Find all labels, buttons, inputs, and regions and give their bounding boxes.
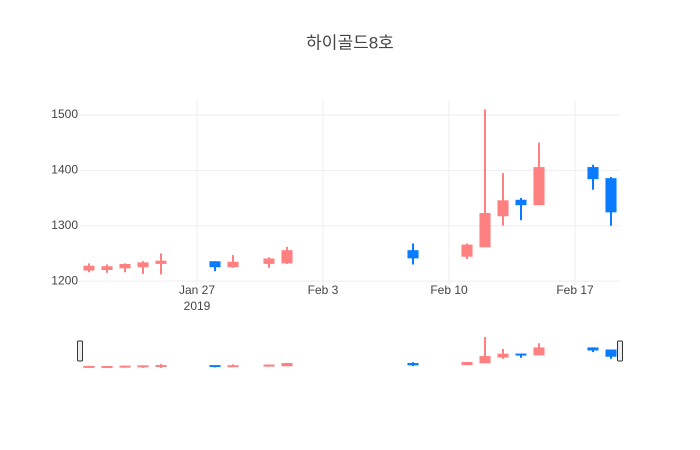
slider-candle-body bbox=[227, 365, 239, 368]
x-tick-label: Jan 27 bbox=[179, 283, 215, 297]
candle-body bbox=[515, 199, 527, 206]
slider-candle-body bbox=[263, 364, 275, 367]
candle-body bbox=[605, 178, 617, 213]
candle-body bbox=[497, 200, 509, 217]
candle-body bbox=[83, 265, 95, 271]
candle-body bbox=[479, 213, 491, 248]
range-slider-handle[interactable] bbox=[617, 340, 623, 362]
slider-candle-body bbox=[119, 365, 131, 368]
slider-candle-body bbox=[587, 347, 599, 351]
slider-candle-body bbox=[479, 356, 491, 364]
candle-body bbox=[155, 260, 167, 264]
range-slider-handle[interactable] bbox=[77, 340, 83, 362]
slider-candle-body bbox=[101, 366, 113, 369]
slider-candle-body bbox=[461, 361, 473, 366]
candle-body bbox=[209, 261, 221, 268]
x-tick-label: Feb 17 bbox=[556, 283, 594, 297]
candle-body bbox=[407, 250, 419, 259]
slider-candle-body bbox=[281, 363, 293, 367]
candle-body bbox=[119, 264, 131, 269]
y-tick-label: 1400 bbox=[51, 163, 78, 177]
range-slider bbox=[79, 334, 621, 371]
candle-body bbox=[533, 167, 545, 206]
slider-candle-body bbox=[605, 349, 617, 357]
candle-body bbox=[227, 261, 239, 268]
candle-body bbox=[461, 244, 473, 257]
slider-candle-body bbox=[137, 365, 149, 368]
y-tick-label: 1300 bbox=[51, 218, 78, 232]
slider-candle-body bbox=[155, 365, 167, 368]
slider-candle-body bbox=[533, 347, 545, 356]
candle-body bbox=[101, 266, 113, 270]
slider-candle-body bbox=[83, 365, 95, 368]
chart-title: 하이골드8호 bbox=[306, 33, 394, 52]
slider-candle-body bbox=[515, 353, 527, 356]
candle-body bbox=[263, 258, 275, 264]
slider-candle-body bbox=[209, 365, 221, 368]
candle-body bbox=[587, 167, 599, 180]
x-tick-label: Feb 10 bbox=[430, 283, 468, 297]
y-tick-label: 1500 bbox=[51, 107, 78, 121]
y-tick-label: 1200 bbox=[51, 273, 78, 287]
candle-body bbox=[281, 250, 293, 264]
x-tick-label: Feb 3 bbox=[308, 283, 339, 297]
candle-body bbox=[137, 262, 149, 268]
slider-candle-body bbox=[407, 363, 419, 366]
x-year-label: 2019 bbox=[184, 299, 211, 313]
slider-candle-body bbox=[497, 353, 509, 358]
